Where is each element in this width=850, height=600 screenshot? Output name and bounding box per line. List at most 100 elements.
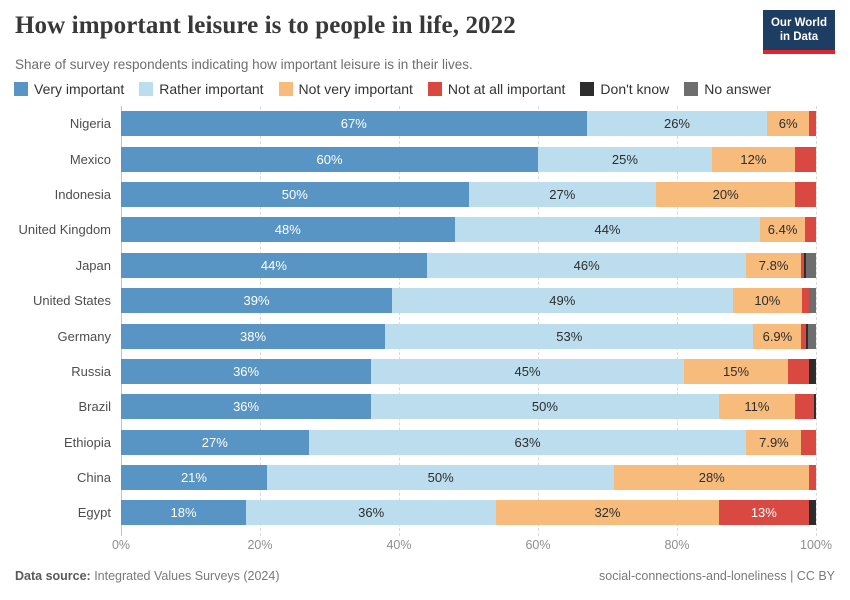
bar-segment[interactable] (788, 358, 810, 384)
owid-logo-line2: in Data (779, 31, 819, 44)
segment-value-label: 26% (663, 116, 690, 132)
bar-segment[interactable]: 45% (371, 358, 684, 384)
bar-segment[interactable]: 18% (121, 500, 247, 526)
bar-segment[interactable]: 50% (121, 181, 469, 207)
bar-segment[interactable] (809, 465, 816, 491)
segment-value-label: 50% (531, 399, 558, 415)
bar-row: Japan 44% 46% 7.8% (0, 248, 850, 283)
bar-segment[interactable]: 50% (371, 394, 719, 420)
bar-segment[interactable]: 63% (308, 429, 747, 455)
bar-track: 60% 25% 12% (121, 146, 816, 172)
x-tick-label: 0% (111, 538, 131, 552)
data-source-value: Integrated Values Surveys (2024) (90, 569, 280, 583)
segment-value-label: 12% (740, 151, 767, 167)
bar-row: Egypt 18% 36% 32% 13% (0, 495, 850, 530)
bar-segment[interactable]: 53% (385, 323, 754, 349)
bar-segment[interactable]: 48% (121, 217, 455, 243)
bar-segment[interactable]: 6.9% (753, 323, 802, 349)
bar-segment[interactable]: 50% (266, 465, 615, 491)
bar-track: 36% 45% 15% (121, 358, 816, 384)
bar-segment[interactable] (813, 394, 816, 420)
bar-segment[interactable]: 7.9% (746, 429, 802, 455)
bar-segment[interactable]: 21% (121, 465, 267, 491)
row-label: Indonesia (54, 186, 111, 202)
bar-segment[interactable] (809, 288, 816, 314)
bar-segment[interactable] (807, 323, 816, 349)
bar-segment[interactable] (804, 252, 806, 278)
bar-track: 21% 50% 28% (121, 465, 816, 491)
bar-segment[interactable] (805, 323, 808, 349)
bar-segment[interactable] (809, 500, 816, 526)
x-axis: 0% 20% 40% 60% 80% 100% (112, 538, 832, 554)
bar-segment[interactable] (809, 111, 816, 137)
bar-track: 67% 26% 6% (121, 111, 816, 137)
bar-segment[interactable]: 44% (121, 252, 427, 278)
segment-value-label: 45% (514, 363, 541, 379)
row-label: Brazil (78, 399, 111, 415)
bar-segment[interactable] (800, 252, 805, 278)
stacked-bar-chart: Nigeria 67% 26% 6% Mexico 60% 25% 12% Indonesia 5… (0, 106, 850, 532)
legend-label: Don't know (600, 81, 670, 97)
legend-label: Not very important (298, 81, 413, 97)
bar-segment[interactable] (804, 217, 816, 243)
segment-value-label: 13% (750, 505, 777, 521)
bar-segment[interactable]: 67% (121, 111, 587, 137)
segment-value-label: 50% (427, 470, 454, 486)
bar-segment[interactable]: 36% (121, 358, 372, 384)
license-note: social-connections-and-loneliness | CC B… (599, 569, 835, 583)
row-label: China (77, 470, 111, 486)
bar-row: Ethiopia 27% 63% 7.9% (0, 425, 850, 460)
segment-value-label: 67% (340, 116, 367, 132)
bar-segment[interactable]: 12% (711, 146, 796, 172)
bar-segment[interactable]: 60% (121, 146, 538, 172)
segment-value-label: 6.4% (767, 222, 798, 238)
segment-value-label: 36% (358, 505, 385, 521)
legend-swatch-icon (139, 82, 154, 96)
segment-value-label: 50% (281, 186, 308, 202)
bar-segment[interactable]: 15% (683, 358, 789, 384)
page-subtitle: Share of survey respondents indicating h… (15, 57, 473, 72)
segment-value-label: 63% (514, 434, 541, 450)
legend-item-0: Very important (14, 81, 124, 97)
bar-segment[interactable]: 32% (496, 500, 719, 526)
x-tick-label: 60% (525, 538, 551, 552)
bar-segment[interactable]: 39% (121, 288, 393, 314)
bar-segment[interactable]: 28% (614, 465, 810, 491)
bar-segment[interactable]: 44% (454, 217, 761, 243)
bar-segment[interactable]: 7.8% (746, 252, 801, 278)
bar-segment[interactable] (795, 394, 814, 420)
bar-segment[interactable] (805, 252, 816, 278)
segment-value-label: 28% (698, 470, 725, 486)
bar-segment[interactable]: 25% (538, 146, 712, 172)
owid-logo[interactable]: Our World in Data (762, 10, 835, 54)
row-label: United States (32, 293, 111, 309)
bar-segment[interactable]: 6% (767, 111, 810, 137)
bar-segment[interactable] (795, 146, 816, 172)
bar-segment[interactable]: 26% (586, 111, 768, 137)
bar-segment[interactable]: 46% (426, 252, 747, 278)
bar-segment[interactable] (802, 288, 810, 314)
legend-swatch-icon (427, 82, 442, 96)
bar-segment[interactable]: 38% (121, 323, 386, 349)
bar-segment[interactable] (801, 323, 806, 349)
bar-segment[interactable]: 36% (121, 394, 372, 420)
bar-segment[interactable] (795, 181, 816, 207)
bar-segment[interactable]: 49% (392, 288, 733, 314)
bar-row: United States 39% 49% 10% (0, 283, 850, 318)
owid-logo-line1: Our World (770, 17, 827, 29)
legend-swatch-icon (14, 82, 28, 96)
bar-segment[interactable]: 27% (468, 181, 657, 207)
bar-row: Mexico 60% 25% 12% (0, 141, 850, 176)
bar-segment[interactable] (801, 429, 816, 455)
bar-segment[interactable]: 36% (246, 500, 497, 526)
bar-segment[interactable]: 27% (121, 429, 309, 455)
bar-segment[interactable]: 11% (718, 394, 796, 420)
bar-segment[interactable]: 6.4% (760, 217, 805, 243)
bar-segment[interactable]: 10% (732, 288, 803, 314)
bar-segment[interactable]: 20% (656, 181, 796, 207)
x-tick-label: 20% (247, 538, 273, 552)
segment-value-label: 6% (778, 116, 798, 132)
bar-segment[interactable] (809, 358, 816, 384)
segment-value-label: 10% (754, 293, 781, 309)
bar-segment[interactable]: 13% (718, 500, 810, 526)
